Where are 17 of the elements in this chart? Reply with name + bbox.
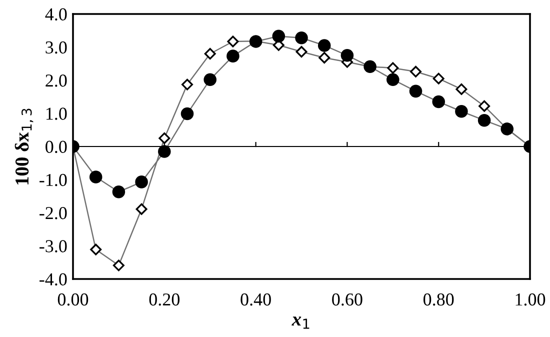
y-tick-label: 3.0 [46, 41, 67, 54]
x-tick-label: 1.00 [516, 293, 546, 306]
x-tick-label: 0.80 [423, 293, 454, 306]
y-tick-label: 2.0 [46, 74, 67, 87]
y-tick-label: -4.0 [40, 273, 67, 286]
y-tick-label: -1.0 [40, 174, 67, 186]
x-axis-title: x$_{1}$ [292, 316, 310, 329]
y-tick-label: 4.0 [45, 8, 67, 21]
y-tick-label: 0.0 [46, 140, 67, 154]
x-tick-label: 0.40 [240, 293, 271, 306]
y-tick-label: 1.0 [46, 108, 67, 120]
x-tick-label: 0.00 [58, 293, 88, 306]
x-tick-label: 0.60 [332, 293, 362, 306]
x-tick-label: 0.20 [149, 293, 180, 306]
y-tick-label: -2.0 [40, 207, 67, 220]
y-axis-title: 100 δx$_{1,3}$ [14, 108, 34, 184]
y-tick-label: -3.0 [40, 240, 67, 252]
